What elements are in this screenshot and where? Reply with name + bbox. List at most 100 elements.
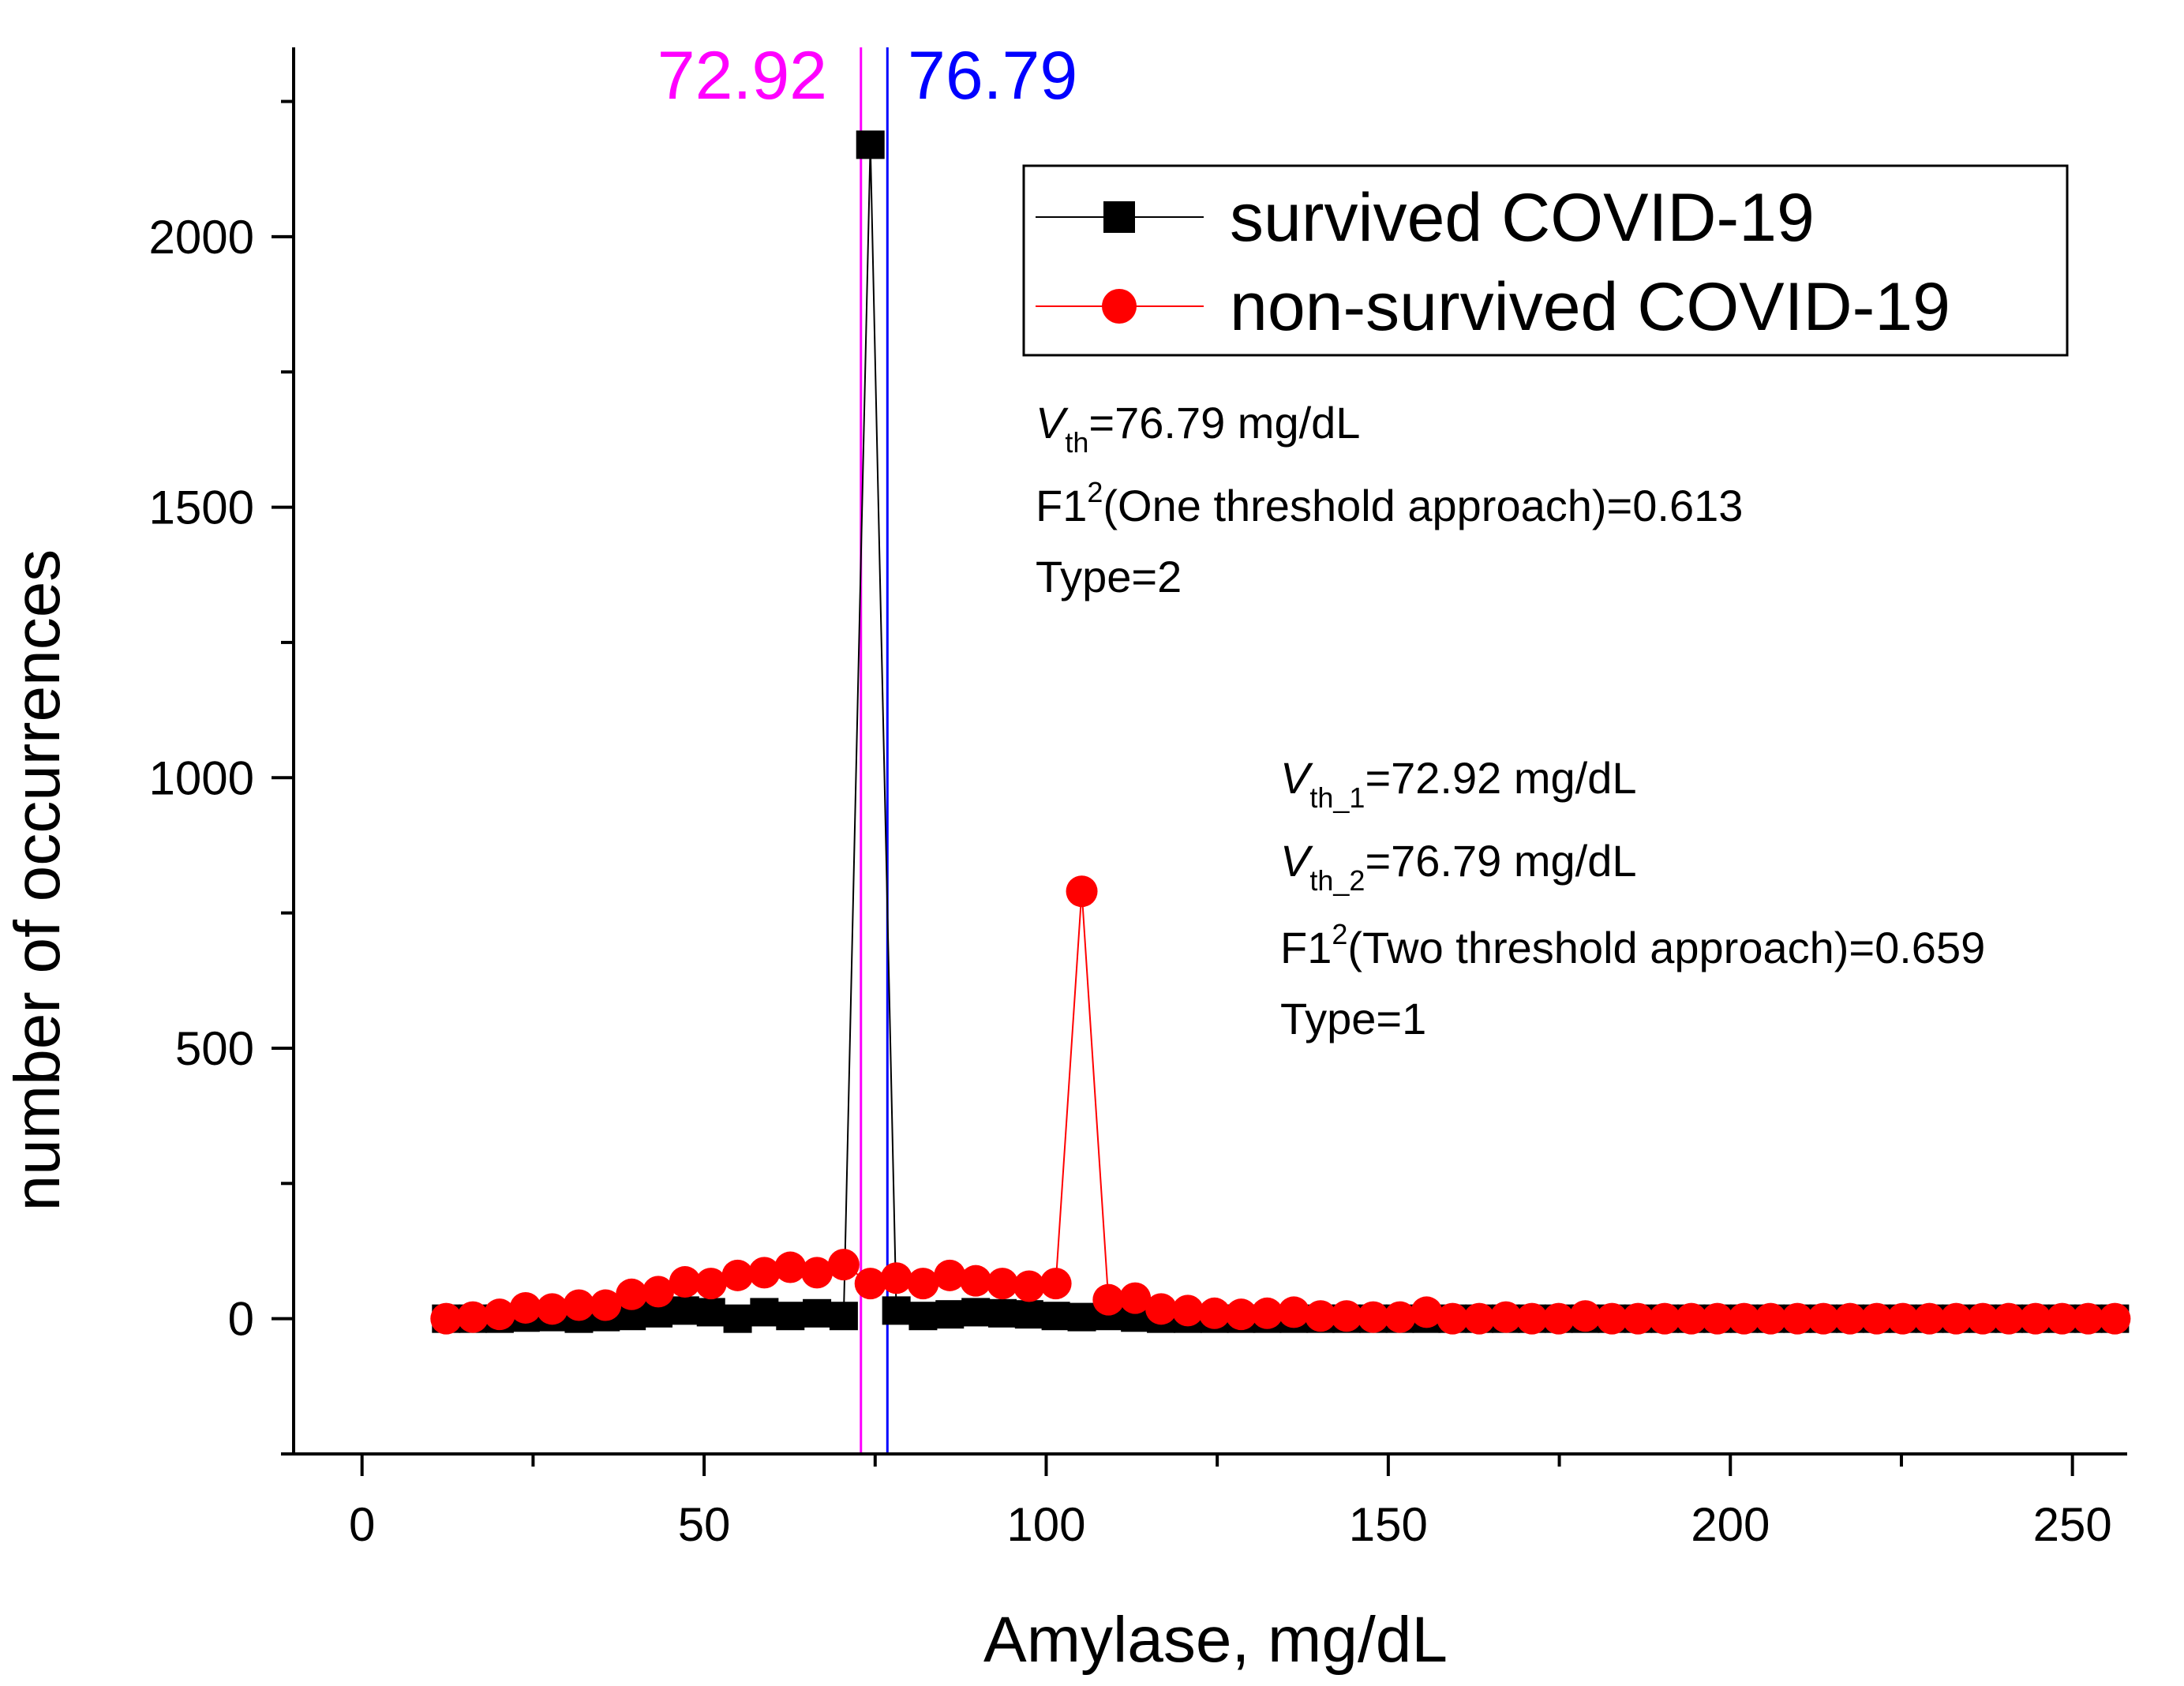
data-point-survived <box>670 1296 699 1325</box>
data-point-non-survived <box>1542 1302 1575 1335</box>
data-point-non-survived <box>1515 1302 1548 1335</box>
x-axis-ticks: 0 50 100 150 200 250 <box>349 1454 2112 1551</box>
data-point-non-survived <box>509 1291 541 1324</box>
data-point-survived <box>776 1302 805 1331</box>
data-point-non-survived <box>1305 1300 1337 1332</box>
data-point-non-survived <box>563 1289 595 1321</box>
data-point-survived <box>723 1304 752 1333</box>
data-point-non-survived <box>536 1293 568 1325</box>
y-tick-label: 0 <box>228 1293 254 1346</box>
data-point-non-survived <box>1834 1302 1866 1335</box>
data-point-non-survived <box>1251 1297 1283 1329</box>
data-point-non-survived <box>616 1278 648 1310</box>
y-axis-title: number of occurrences <box>2 549 73 1212</box>
data-point-survived <box>987 1298 1017 1328</box>
data-point-non-survived <box>748 1257 781 1289</box>
data-point-survived <box>1041 1302 1070 1331</box>
data-point-non-survived <box>1728 1302 1760 1335</box>
data-point-survived <box>696 1298 725 1327</box>
data-point-non-survived <box>457 1301 489 1333</box>
threshold-label-72-92: 72.92 <box>657 38 827 114</box>
data-point-non-survived <box>2099 1302 2131 1335</box>
data-point-survived <box>803 1298 832 1328</box>
data-point-non-survived <box>880 1262 912 1294</box>
legend: survived COVID-19 non-survived COVID-19 <box>1022 164 2069 357</box>
data-point-non-survived <box>2072 1302 2104 1335</box>
annotation-one-threshold: Vth=76.79 mg/dL F12(One threshold approa… <box>1036 398 1743 601</box>
data-point-non-survived <box>1463 1302 1496 1335</box>
annotation-vth2: Vth_2=76.79 mg/dL <box>1280 836 1636 897</box>
data-point-non-survived <box>1092 1283 1125 1316</box>
x-tick-label: 150 <box>1349 1498 1428 1551</box>
data-point-non-survived <box>1940 1302 1972 1335</box>
data-point-non-survived <box>1569 1300 1601 1332</box>
data-point-survived <box>882 1296 911 1325</box>
x-tick-label: 0 <box>349 1498 375 1551</box>
data-point-non-survived <box>1860 1302 1893 1335</box>
data-point-non-survived <box>1808 1302 1840 1335</box>
data-point-non-survived <box>1755 1302 1787 1335</box>
annotation-vth1: Vth_1=72.92 mg/dL <box>1280 753 1636 814</box>
data-point-non-survived <box>483 1298 515 1331</box>
data-point-non-survived <box>1489 1301 1522 1333</box>
data-point-survived <box>1067 1302 1096 1332</box>
annotation-f1-one: F12(One threshold approach)=0.613 <box>1036 476 1743 530</box>
data-point-non-survived <box>1993 1302 2025 1335</box>
data-point-non-survived <box>1596 1302 1628 1335</box>
data-point-non-survived <box>1967 1302 1999 1335</box>
data-point-non-survived <box>1675 1302 1707 1335</box>
data-point-non-survived <box>1701 1302 1733 1335</box>
data-point-non-survived <box>1410 1296 1443 1328</box>
series-non-survived <box>430 875 2131 1335</box>
data-point-survived <box>935 1300 965 1329</box>
data-point-non-survived <box>2019 1302 2051 1335</box>
data-point-survived <box>856 130 885 159</box>
data-point-non-survived <box>801 1257 834 1289</box>
data-point-non-survived <box>695 1268 727 1300</box>
data-point-non-survived <box>1040 1268 1072 1300</box>
x-tick-label: 200 <box>1691 1498 1770 1551</box>
y-tick-label: 1000 <box>149 751 254 804</box>
data-point-non-survived <box>1278 1296 1310 1328</box>
data-point-non-survived <box>1384 1301 1416 1333</box>
data-point-non-survived <box>1066 875 1098 908</box>
data-point-non-survived <box>2046 1302 2078 1335</box>
legend-marker-non-survived <box>1102 289 1137 324</box>
data-point-survived <box>829 1302 858 1331</box>
annotation-f1-two: F12(Two threshold approach)=0.659 <box>1280 918 1985 972</box>
legend-label-survived: survived COVID-19 <box>1230 180 1815 256</box>
data-point-non-survived <box>1781 1302 1814 1335</box>
data-point-survived <box>908 1302 938 1331</box>
y-tick-label: 2000 <box>149 211 254 264</box>
x-tick-label: 50 <box>678 1498 731 1551</box>
data-point-survived <box>750 1298 779 1327</box>
legend-marker-survived <box>1103 201 1135 233</box>
legend-box <box>1022 164 2069 357</box>
data-point-non-survived <box>1225 1298 1257 1331</box>
annotation-type-one: Type=2 <box>1036 552 1182 601</box>
data-point-non-survived <box>960 1264 992 1297</box>
data-point-non-survived <box>590 1289 622 1321</box>
data-point-non-survived <box>430 1302 463 1335</box>
data-point-non-survived <box>934 1259 966 1291</box>
data-point-non-survived <box>774 1251 807 1283</box>
annotation-vth: Vth=76.79 mg/dL <box>1036 398 1360 459</box>
y-tick-label: 1500 <box>149 481 254 534</box>
legend-label-non-survived: non-survived COVID-19 <box>1230 269 1950 345</box>
data-point-non-survived <box>1437 1302 1469 1335</box>
data-point-non-survived <box>907 1268 939 1300</box>
annotation-two-threshold: Vth_1=72.92 mg/dL Vth_2=76.79 mg/dL F12(… <box>1280 753 1985 1043</box>
data-point-non-survived <box>1649 1302 1681 1335</box>
x-axis-title: Amylase, mg/dL <box>983 1604 1448 1676</box>
data-point-non-survived <box>1886 1302 1919 1335</box>
data-point-non-survived <box>1330 1300 1362 1332</box>
data-point-non-survived <box>1119 1282 1152 1314</box>
data-point-non-survived <box>1357 1301 1389 1333</box>
data-point-non-survived <box>642 1276 674 1308</box>
data-point-non-survived <box>1913 1302 1946 1335</box>
data-point-non-survived <box>669 1266 701 1298</box>
data-point-non-survived <box>1198 1297 1231 1329</box>
data-point-non-survived <box>1622 1302 1654 1335</box>
annotation-type-two: Type=1 <box>1280 994 1426 1043</box>
